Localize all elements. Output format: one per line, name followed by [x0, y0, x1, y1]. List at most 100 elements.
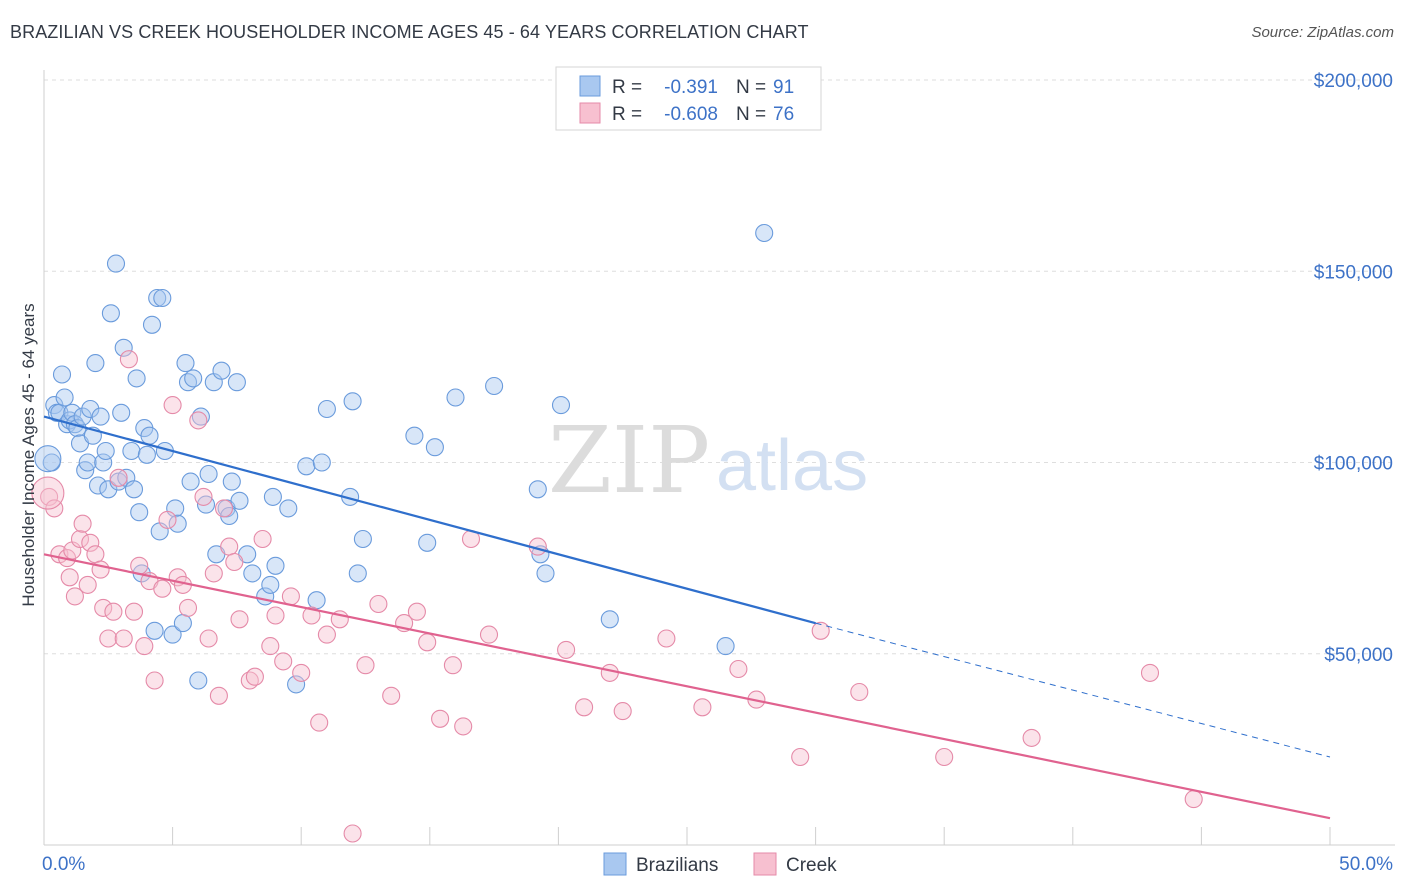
creek-point: [557, 640, 576, 659]
creek-point: [204, 564, 223, 583]
brazilians-point: [353, 529, 372, 549]
brazilians-point: [34, 445, 62, 473]
creek-point: [99, 629, 118, 648]
source-label: Source: ZipAtlas.com: [1251, 24, 1394, 41]
y-tick-label: $150,000: [1314, 262, 1393, 283]
brazilians-point: [86, 354, 105, 373]
creek-point: [1184, 790, 1203, 809]
watermark-atlas: atlas: [716, 426, 868, 506]
brazilians-point: [101, 304, 120, 323]
creek-point: [214, 499, 234, 518]
creek-point: [274, 652, 293, 671]
creek-point: [119, 350, 138, 369]
brazilians-point: [106, 254, 126, 273]
creek-point: [479, 625, 499, 644]
brazilians-point: [176, 354, 195, 373]
creek-point: [302, 606, 321, 625]
creek-point: [78, 575, 97, 594]
creek-point: [94, 598, 113, 617]
creek-point: [158, 510, 177, 529]
creek-point: [40, 487, 59, 506]
trend-lines: [43, 415, 1331, 820]
brazilians-point: [317, 399, 336, 419]
creek-point: [225, 552, 244, 572]
legend-n-value: 91: [773, 77, 794, 98]
creek-point: [443, 656, 462, 675]
legend-r-value: -0.608: [664, 104, 718, 125]
brazilians-point: [142, 315, 162, 334]
brazilians-point: [130, 503, 149, 522]
brazilians-point: [212, 361, 231, 380]
brazilians-point: [425, 438, 444, 457]
creek-point: [230, 610, 249, 629]
brazilians-trend-line: [43, 415, 816, 625]
brazilians-point: [279, 499, 298, 518]
creek-point: [86, 545, 105, 564]
brazilians-point: [263, 487, 282, 506]
creek-point: [135, 637, 154, 656]
legend-r-value: -0.391: [664, 77, 718, 98]
brazilians-point: [88, 476, 108, 495]
brazilians-point: [91, 407, 110, 426]
brazilians-trend-extension: [815, 622, 1331, 758]
creek-point: [343, 824, 362, 843]
legend-swatch-0: [579, 75, 601, 97]
creek-point: [70, 529, 90, 549]
creek-point: [693, 698, 712, 717]
creek-point: [45, 499, 64, 518]
creek-point: [454, 717, 473, 736]
creek-point: [60, 568, 79, 587]
x-tick-labels: 0.0% 50.0%: [42, 854, 1393, 875]
bottom-legend-label: Creek: [786, 855, 837, 876]
y-tick-labels: $50,000 $100,000 $150,000 $200,000: [1314, 71, 1393, 666]
brazilians-point: [243, 564, 262, 583]
brazilians-point: [287, 675, 306, 694]
x-tick-label-end: 50.0%: [1339, 854, 1393, 875]
creek-point: [791, 747, 810, 767]
creek-point: [575, 698, 594, 717]
brazilians-points: [34, 223, 774, 694]
creek-point: [73, 514, 92, 533]
brazilians-point: [230, 491, 249, 510]
brazilians-point: [181, 472, 200, 491]
brazilians-point: [307, 591, 326, 610]
bottom-legend-swatch-0: [603, 852, 627, 876]
creek-points: [31, 350, 1203, 843]
watermark: ZIP atlas: [548, 407, 868, 514]
creek-point: [407, 602, 426, 621]
legend-n-label: N =: [736, 104, 766, 125]
creek-point: [382, 686, 401, 705]
legend-n-label: N =: [736, 77, 766, 98]
brazilians-point: [124, 480, 144, 499]
creek-point: [935, 747, 954, 767]
creek-point: [194, 487, 213, 506]
brazilians-point: [189, 671, 208, 690]
brazilians-point: [73, 407, 92, 426]
y-tick-label: $100,000: [1314, 454, 1393, 475]
brazilians-point: [418, 533, 437, 552]
creek-point: [253, 529, 272, 549]
creek-point: [850, 682, 869, 702]
creek-point: [811, 621, 830, 640]
creek-point: [1140, 663, 1160, 682]
brazilians-point: [137, 445, 156, 464]
brazilians-point: [114, 338, 133, 357]
brazilians-point: [528, 480, 547, 499]
brazilians-point: [153, 288, 172, 308]
creek-point: [613, 702, 632, 721]
y-tick-label: $200,000: [1314, 71, 1393, 92]
chart-title: BRAZILIAN VS CREEK HOUSEHOLDER INCOME AG…: [10, 22, 809, 42]
creek-point: [109, 468, 128, 487]
brazilians-point: [122, 441, 141, 461]
creek-point: [199, 629, 218, 648]
watermark-zip: ZIP: [548, 407, 710, 514]
brazilians-point: [485, 376, 504, 396]
creek-point: [317, 625, 336, 644]
brazilians-point: [112, 403, 131, 422]
brazilians-point: [184, 369, 203, 388]
legend-box: R = -0.391 N = 91 R = -0.608 N = 76: [555, 66, 822, 131]
brazilians-point: [163, 625, 182, 644]
legend-r-label: R =: [612, 104, 642, 125]
creek-point: [657, 629, 676, 648]
